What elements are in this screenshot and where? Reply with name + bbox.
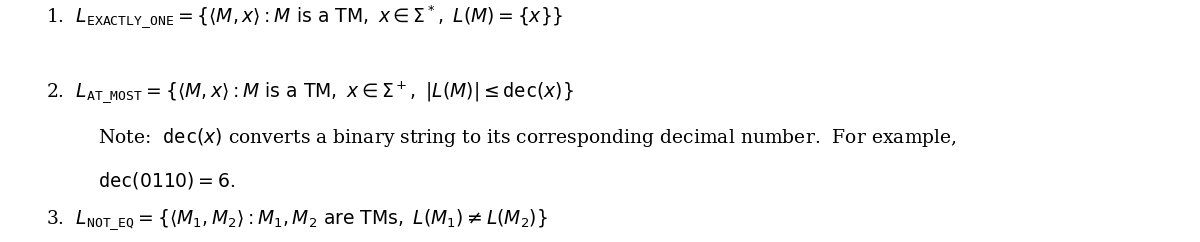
Text: 3.  $\mathit{L}_{\mathtt{NOT\_EQ}} = \{\langle M_1, M_2\rangle : M_1, M_2\ \math: 3. $\mathit{L}_{\mathtt{NOT\_EQ}} = \{\l… [46, 208, 547, 232]
Text: 1.  $\mathit{L}_{\mathtt{EXACTLY\_ONE}} = \{\langle M, x\rangle : M\ \mathrm{is\: 1. $\mathit{L}_{\mathtt{EXACTLY\_ONE}} =… [46, 4, 563, 31]
Text: Note:  $\mathtt{dec}(x)$ converts a binary string to its corresponding decimal n: Note: $\mathtt{dec}(x)$ converts a binar… [98, 126, 958, 149]
Text: $\mathtt{dec}(0110) = 6$.: $\mathtt{dec}(0110) = 6$. [98, 170, 235, 191]
Text: 2.  $\mathit{L}_{\mathtt{AT\_MOST}} = \{\langle M, x\rangle : M\ \mathrm{is\ a\ : 2. $\mathit{L}_{\mathtt{AT\_MOST}} = \{\… [46, 79, 574, 105]
